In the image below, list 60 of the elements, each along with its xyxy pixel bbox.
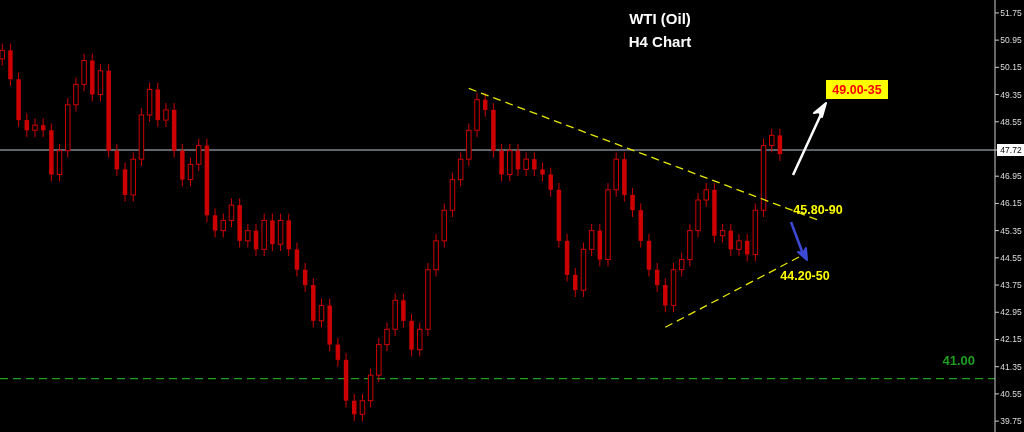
candlestick (318, 298, 325, 329)
candlestick (220, 213, 227, 238)
candlestick (359, 393, 366, 422)
candlestick (384, 321, 390, 352)
annotation: 44.20-50 (780, 269, 830, 284)
candlestick (678, 252, 685, 278)
candlestick (163, 102, 169, 128)
candlestick (270, 213, 275, 252)
text: WTI (Oil) (629, 10, 691, 27)
candlestick (32, 117, 38, 138)
y-tick-label: 44.55 (1000, 252, 1022, 263)
annotation: 45.80-90 (793, 203, 843, 218)
y-tick-label: 46.15 (1000, 198, 1022, 209)
candlestick (277, 213, 284, 252)
candlestick (719, 223, 726, 244)
candlestick (81, 53, 87, 92)
y-tick-label: 48.55 (1000, 116, 1022, 127)
candlestick (73, 77, 79, 113)
y-tick-label: 46.95 (1000, 171, 1022, 182)
candlestick (187, 156, 194, 187)
y-tick-label: 50.15 (1000, 62, 1022, 73)
candlestick (663, 277, 668, 313)
candlestick (777, 128, 783, 162)
y-tick-label: 49.35 (1000, 89, 1022, 100)
y-tick-label: 50.95 (1000, 35, 1022, 46)
candlestick (540, 162, 545, 182)
y-tick-label: 51.75 (1000, 7, 1022, 18)
candlestick (294, 242, 300, 278)
candlestick (630, 187, 635, 218)
candlestick (548, 167, 553, 198)
candlestick (401, 293, 406, 329)
candlestick (245, 223, 251, 249)
y-tick-label: 40.55 (1000, 388, 1022, 399)
y-tick-label: 42.95 (1000, 307, 1022, 318)
candlestick (97, 63, 104, 102)
candlestick (0, 43, 5, 67)
y-tick-label: 42.15 (1000, 334, 1022, 345)
candlestick (56, 143, 63, 182)
candlestick (457, 151, 464, 187)
candlestick (507, 143, 513, 182)
candlestick (195, 138, 202, 172)
y-tick-label: 41.35 (1000, 361, 1022, 372)
y-tick-label: 43.75 (1000, 280, 1022, 291)
y-tick-label: 45.35 (1000, 225, 1022, 236)
candlestick (736, 233, 742, 257)
candlestick (416, 321, 423, 357)
ref-line-label: 41.00 (942, 352, 975, 368)
y-tick-label: 47.72 (1000, 144, 1022, 155)
candlestick (228, 197, 235, 228)
candlestick (768, 128, 775, 153)
candlestick (703, 182, 709, 208)
candlestick (499, 143, 504, 182)
text: H4 Chart (628, 33, 692, 50)
candlestick (523, 151, 529, 177)
y-tick-label: 39.75 (1000, 416, 1022, 427)
candlestick (588, 223, 595, 257)
candlestick (532, 151, 537, 177)
candlestick (212, 208, 218, 238)
candlestick (573, 267, 578, 298)
annotation: 49.00-35 (832, 83, 882, 98)
